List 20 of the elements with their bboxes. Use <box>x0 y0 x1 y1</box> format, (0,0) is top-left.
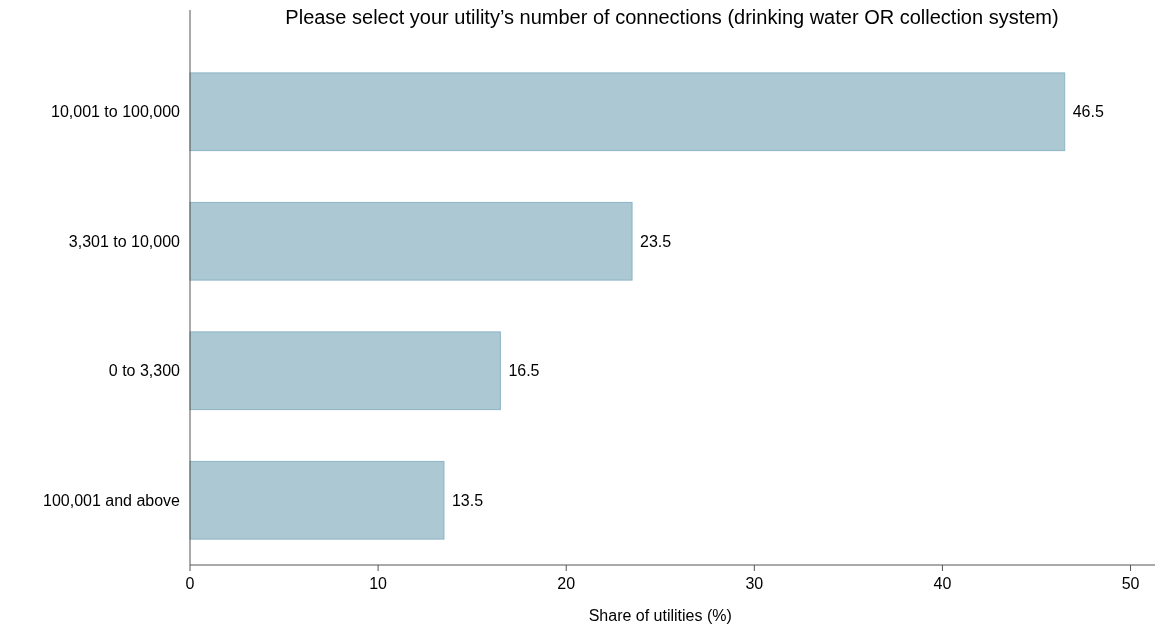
x-tick-label: 40 <box>933 575 952 592</box>
data-label: 13.5 <box>451 491 484 509</box>
y-tick-label: 100,001 and above <box>42 491 181 509</box>
y-tick-label: 3,301 to 10,000 <box>68 232 181 250</box>
x-tick-label: 20 <box>557 575 576 592</box>
chart-title: Please select your utility’s number of connections (drinking water OR collection system) <box>285 6 1059 28</box>
y-tick-label: 10,001 to 100,000 <box>50 103 181 121</box>
bar <box>189 331 501 411</box>
y-tick-label: 0 to 3,300 <box>108 362 181 380</box>
data-label: 23.5 <box>640 232 672 250</box>
x-axis-title: Share of utilities (%) <box>588 607 732 624</box>
x-tick-label: 10 <box>369 575 388 592</box>
x-tick-label: 30 <box>745 575 764 592</box>
bar <box>189 460 445 540</box>
bar <box>189 201 633 281</box>
data-label: 46.5 <box>1072 103 1104 121</box>
x-tick-label: 50 <box>1121 575 1140 592</box>
bar <box>189 72 1066 152</box>
data-label: 16.5 <box>508 362 540 380</box>
x-tick-label: 0 <box>185 575 195 592</box>
